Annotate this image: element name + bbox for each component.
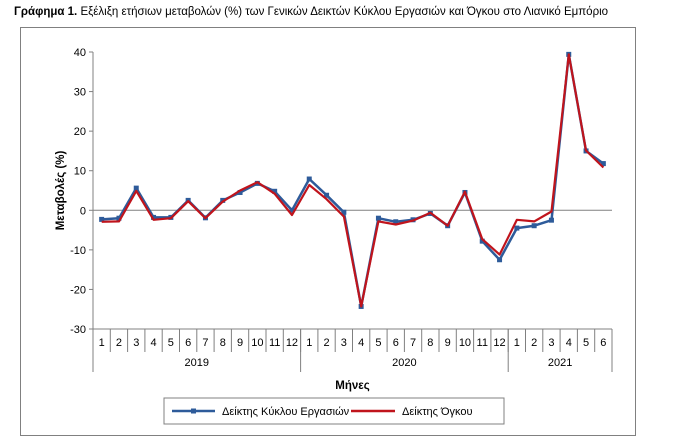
- data-point-marker: [116, 215, 122, 221]
- x-axis-label: Μήνες: [335, 380, 369, 392]
- legend-marker: [191, 408, 196, 414]
- year-label: 2021: [548, 357, 572, 369]
- month-label: 2: [116, 337, 122, 349]
- data-point-marker: [237, 189, 243, 195]
- month-label: 11: [477, 337, 488, 349]
- series-lines: [99, 51, 606, 309]
- y-tick-label: -10: [70, 245, 86, 257]
- data-point-marker: [289, 207, 295, 213]
- month-label: 4: [150, 337, 156, 349]
- chart-title-prefix: Γράφημα 1.: [14, 6, 78, 18]
- month-label: 7: [202, 337, 208, 349]
- legend-label-2: Δείκτης Όγκου: [402, 406, 473, 418]
- data-point-marker: [341, 209, 347, 215]
- data-point-marker: [393, 219, 399, 225]
- data-point-marker: [133, 185, 139, 191]
- month-label: 6: [600, 337, 606, 349]
- month-label: 3: [341, 337, 347, 349]
- month-label: 2: [531, 337, 537, 349]
- month-label: 9: [445, 337, 451, 349]
- chart-title-text: Εξέλιξη ετήσιων μεταβολών (%) των Γενικώ…: [80, 6, 609, 18]
- y-tick-label: -30: [70, 324, 86, 336]
- month-label: 2: [323, 337, 329, 349]
- x-axis-ticks: 1 2 3 4 5 6 7 8 9 10 11 12 1 2 3 4 5 6 7 8 9 10 11 12 1 2 3 4 5 6: [92, 328, 613, 372]
- month-label: 8: [427, 337, 433, 349]
- month-label: 12: [286, 337, 298, 349]
- month-label: 5: [583, 337, 589, 349]
- chart-frame: [20, 27, 636, 436]
- month-label: 9: [237, 337, 243, 349]
- month-label: 4: [358, 337, 364, 349]
- data-point-marker: [514, 225, 520, 231]
- y-axis-ticks: -30 -20 -10 0 10 20 30 40: [70, 47, 93, 336]
- month-label: 11: [269, 337, 280, 349]
- data-point-marker: [600, 161, 606, 167]
- year-label: 2019: [185, 357, 209, 369]
- month-label: 8: [220, 337, 226, 349]
- month-label: 1: [99, 337, 105, 349]
- month-label: 5: [375, 337, 381, 349]
- month-label: 6: [393, 337, 399, 349]
- month-label: 12: [493, 337, 505, 349]
- month-label: 7: [410, 337, 416, 349]
- month-label: 6: [185, 337, 191, 349]
- data-point-marker: [306, 176, 312, 182]
- axes: [92, 52, 612, 329]
- y-tick-label: 20: [74, 126, 86, 138]
- data-point-marker: [151, 214, 157, 220]
- data-point-marker: [479, 238, 485, 244]
- data-point-marker: [99, 216, 105, 222]
- y-tick-label: 30: [74, 87, 86, 99]
- month-label: 3: [548, 337, 554, 349]
- data-point-marker: [497, 257, 503, 263]
- data-point-marker: [272, 188, 278, 194]
- legend-label-1: Δείκτης Κύκλου Εργασιών: [222, 406, 350, 418]
- month-label: 4: [566, 337, 572, 349]
- month-label: 10: [459, 337, 471, 349]
- legend-box: [163, 397, 505, 425]
- year-label: 2020: [392, 357, 416, 369]
- series-line-2: [101, 53, 605, 308]
- y-tick-label: 40: [74, 47, 86, 59]
- y-tick-label: 0: [80, 205, 86, 217]
- y-axis-label: Μεταβολές (%): [55, 151, 67, 231]
- y-tick-label: -20: [70, 284, 86, 296]
- month-label: 1: [514, 337, 520, 349]
- legend: Δείκτης Κύκλου Εργασιών Δείκτης Όγκου: [163, 397, 505, 425]
- data-point-marker: [324, 192, 330, 198]
- data-point-marker: [375, 215, 381, 221]
- month-label: 1: [306, 337, 312, 349]
- y-tick-label: 10: [74, 166, 86, 178]
- chart-title: Γράφημα 1. Εξέλιξη ετήσιων μεταβολών (%)…: [14, 6, 608, 18]
- year-labels: 2019 2020 2021: [185, 329, 572, 372]
- series-line-1: [101, 53, 605, 308]
- data-point-marker: [548, 217, 554, 223]
- data-point-marker: [531, 223, 537, 229]
- month-label: 5: [168, 337, 174, 349]
- month-label: 3: [133, 337, 139, 349]
- month-label: 10: [251, 337, 263, 349]
